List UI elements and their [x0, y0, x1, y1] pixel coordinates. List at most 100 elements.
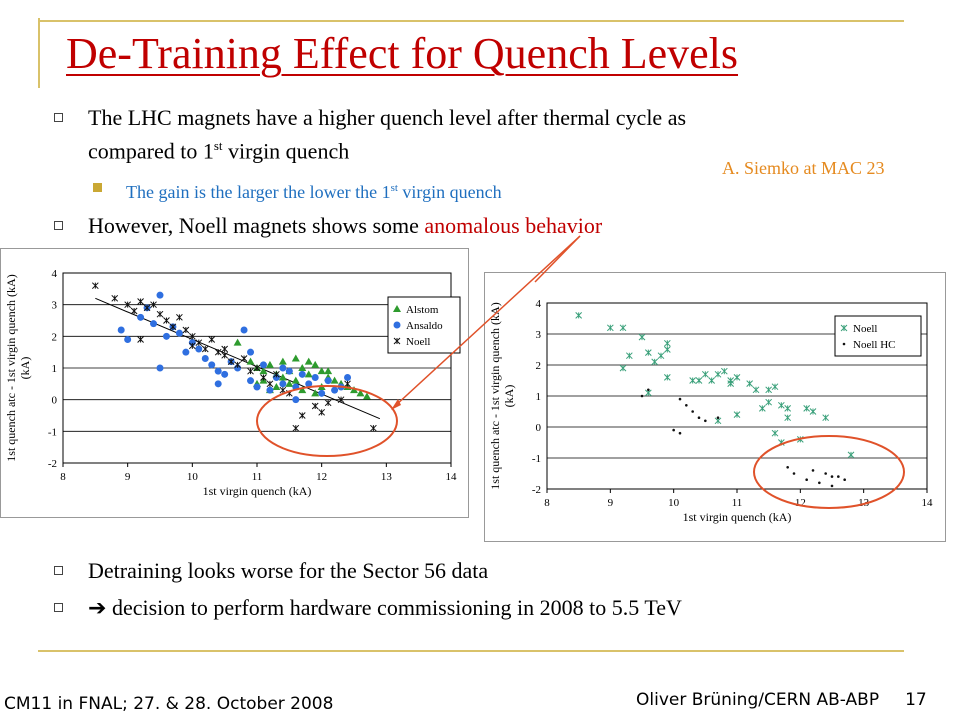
data-point — [291, 354, 300, 362]
data-point — [640, 394, 644, 398]
data-point — [691, 410, 694, 413]
data-point — [111, 294, 119, 302]
data-point — [278, 373, 287, 381]
data-point — [240, 355, 248, 362]
data-point — [273, 370, 280, 378]
data-point — [663, 339, 671, 347]
legend-box — [834, 315, 922, 357]
data-point — [663, 346, 671, 353]
data-point — [201, 355, 209, 362]
data-point — [143, 304, 151, 312]
decor-bottom-rule — [38, 650, 904, 652]
data-point — [221, 351, 229, 359]
highlight-circle-right — [753, 435, 905, 509]
data-point — [233, 338, 242, 346]
data-point — [765, 386, 773, 394]
bullet-2-text: However, Noell magnets shows some — [88, 213, 425, 238]
data-point — [362, 392, 371, 400]
data-point — [647, 388, 650, 392]
data-point — [344, 380, 351, 388]
data-point — [163, 317, 170, 324]
x-tick-label: 11 — [732, 497, 743, 509]
data-point — [393, 305, 401, 312]
data-point — [842, 342, 846, 346]
data-point — [746, 380, 754, 387]
data-point — [195, 339, 203, 347]
data-point — [701, 370, 709, 378]
square-bullet-icon — [54, 113, 63, 122]
data-point — [137, 336, 144, 343]
data-point — [619, 324, 627, 332]
data-point — [784, 405, 792, 412]
y-tick-label: 3 — [52, 300, 58, 312]
data-point — [162, 332, 170, 340]
square-bullet-icon — [54, 603, 63, 612]
data-point — [689, 377, 697, 384]
data-point — [137, 298, 144, 305]
decor-top-rule — [38, 20, 904, 22]
data-point — [317, 367, 326, 375]
data-point — [278, 357, 287, 365]
data-point — [156, 291, 164, 299]
decor-vertical-rule — [38, 18, 40, 88]
x-tick-label: 13 — [381, 471, 393, 483]
data-point — [765, 398, 773, 406]
data-point — [298, 386, 307, 394]
x-tick-label: 8 — [544, 497, 550, 509]
data-point — [685, 404, 688, 407]
data-point — [188, 332, 196, 340]
y-tick-label: -1 — [48, 426, 57, 438]
data-point — [279, 364, 287, 372]
data-point — [651, 358, 659, 366]
data-point — [324, 377, 332, 385]
data-point — [195, 345, 203, 353]
series-noell — [91, 282, 377, 432]
sub-bullet-sup: st — [390, 182, 398, 194]
x-tick-label: 11 — [252, 471, 263, 483]
data-point — [182, 326, 190, 334]
data-point — [727, 380, 735, 387]
page-number: 17 — [905, 690, 927, 710]
data-point — [344, 374, 352, 381]
y-axis-label: 1st quench atc - 1st virgin quench (kA) — [488, 302, 502, 489]
data-point — [176, 313, 183, 321]
y-tick-label: -2 — [532, 484, 541, 496]
data-point — [318, 408, 326, 416]
data-point — [784, 414, 792, 422]
x-tick-label: 10 — [187, 471, 199, 483]
data-point — [117, 326, 125, 334]
data-point — [291, 376, 300, 384]
series-noell-hc — [640, 388, 846, 488]
data-point — [169, 323, 177, 331]
data-point — [840, 324, 848, 332]
legend-entry: Alstom — [406, 304, 439, 316]
y-tick-label: 2 — [52, 331, 58, 343]
bullet-3: Detraining looks worse for the Sector 56… — [54, 557, 788, 585]
data-point — [678, 431, 682, 435]
data-point — [786, 466, 789, 469]
bullet-1-line2a: compared to 1 — [88, 138, 214, 164]
data-point — [792, 472, 796, 475]
y-tick-label: 1 — [536, 391, 542, 403]
data-point — [182, 348, 190, 356]
legend-entry: Ansaldo — [406, 320, 443, 332]
data-point — [201, 345, 209, 353]
data-point — [830, 484, 834, 488]
data-point — [266, 380, 274, 388]
square-bullet-icon — [54, 221, 63, 230]
legend-entry: Noell HC — [853, 339, 895, 351]
x-axis-label: 1st virgin quench (kA) — [203, 484, 312, 498]
data-point — [644, 349, 652, 356]
bullet-4-text: decision to perform hardware commissioni… — [106, 595, 682, 620]
x-tick-label: 9 — [125, 471, 131, 483]
slide-title: De-Training Effect for Quench Levels — [66, 29, 739, 78]
data-point — [208, 361, 216, 369]
data-point — [809, 408, 817, 415]
bullet-1-sup: st — [213, 138, 223, 153]
data-point — [247, 377, 255, 385]
data-point — [259, 361, 267, 369]
data-point — [240, 326, 248, 334]
data-point — [771, 429, 779, 437]
data-point — [330, 376, 339, 384]
